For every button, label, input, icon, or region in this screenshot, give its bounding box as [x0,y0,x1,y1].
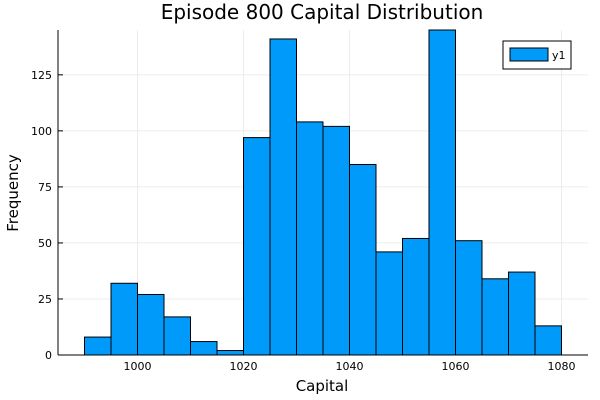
histogram-bar [508,271,536,356]
histogram-bar [534,325,562,356]
histogram-bar [190,341,218,356]
x-tick-label: 1060 [442,360,470,373]
legend: y1 [502,40,572,70]
y-tick-label: 0 [45,349,52,362]
x-tick-label: 1020 [230,360,258,373]
histogram-bar [269,38,297,356]
x-tick-label: 1080 [548,360,576,373]
histogram-bar [110,282,138,356]
y-tick-label: 100 [31,125,52,138]
histogram-bar [481,278,509,356]
y-tick-label: 25 [38,293,52,306]
x-tick-label: 1000 [124,360,152,373]
legend-swatch-y1 [509,47,549,62]
legend-label-y1: y1 [552,49,566,62]
histogram-bar [163,316,191,356]
histogram-bar [375,251,403,356]
y-tick-label: 75 [38,181,52,194]
histogram-bar [402,237,430,356]
histogram-bar [428,29,456,356]
histogram-bar [84,336,112,356]
x-axis-label: Capital [296,377,349,395]
axes [57,30,588,356]
y-tick-label: 125 [31,69,52,82]
histogram-bar [216,350,244,356]
chart-title: Episode 800 Capital Distribution [161,0,484,24]
histogram-bar [137,293,165,356]
histogram-bar [455,240,483,356]
y-tick-label: 50 [38,237,52,250]
histogram-bar [322,125,350,356]
histogram-bar [296,121,324,356]
histogram-bar [243,137,271,356]
x-tick-label: 1040 [336,360,364,373]
y-axis-label: Frequency [4,154,22,232]
histogram-bar [349,163,377,356]
tick-labels: 1000 1020 1040 1060 1080 0 25 50 75 100 125 [31,69,576,373]
